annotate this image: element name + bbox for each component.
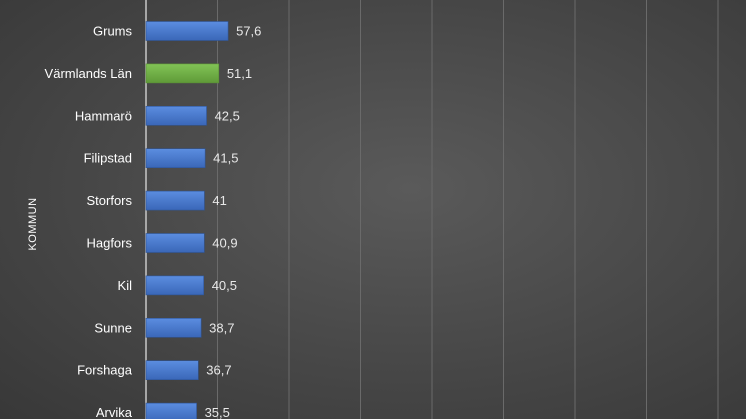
category-label-hammar-: Hammarö bbox=[75, 108, 132, 123]
bar-storfors bbox=[145, 190, 205, 211]
data-label-arvika: 35,5 bbox=[205, 405, 230, 419]
data-label-storfors: 41 bbox=[212, 193, 226, 208]
data-label-hammar-: 42,5 bbox=[215, 108, 240, 123]
category-label-kil: Kil bbox=[118, 278, 133, 293]
bars bbox=[145, 21, 229, 419]
category-label-storfors: Storfors bbox=[86, 193, 132, 208]
bar-hammar- bbox=[145, 106, 207, 126]
category-label-hagfors: Hagfors bbox=[86, 236, 132, 251]
category-label-grums: Grums bbox=[93, 24, 133, 39]
category-labels: Grums Värmlands Län Hammarö Filipstad Storfo… bbox=[45, 24, 133, 419]
data-label-forshaga: 36,7 bbox=[206, 363, 231, 378]
bar-kil bbox=[145, 275, 205, 296]
category-label-arvika: Arvika bbox=[96, 405, 133, 419]
data-label-sunne: 38,7 bbox=[209, 320, 234, 335]
gridlines bbox=[217, 0, 719, 419]
data-label-filipstad: 41,5 bbox=[213, 151, 238, 166]
bar-grums bbox=[145, 21, 229, 41]
data-label-hagfors: 40,9 bbox=[212, 236, 237, 251]
data-label-kil: 40,5 bbox=[212, 278, 237, 293]
bar-filipstad bbox=[145, 148, 206, 168]
bar-hagfors bbox=[145, 233, 205, 253]
bar-sunne bbox=[145, 317, 202, 338]
category-label-v-rmlands-l-n: Värmlands Län bbox=[45, 66, 132, 81]
data-label-v-rmlands-l-n: 51,1 bbox=[227, 66, 252, 81]
data-labels: 57,6 51,1 42,5 41,5 41 40,9 40,5 38,7 36,7 35,5 bbox=[205, 24, 262, 419]
bar-arvika bbox=[145, 402, 197, 419]
category-label-filipstad: Filipstad bbox=[84, 151, 132, 166]
bar-forshaga bbox=[145, 360, 199, 381]
category-label-sunne: Sunne bbox=[94, 320, 132, 335]
bar-v-rmlands-l-n bbox=[145, 63, 220, 84]
y-axis-title: KOMMUN bbox=[27, 197, 39, 250]
category-label-forshaga: Forshaga bbox=[77, 363, 133, 378]
data-label-grums: 57,6 bbox=[236, 24, 261, 39]
